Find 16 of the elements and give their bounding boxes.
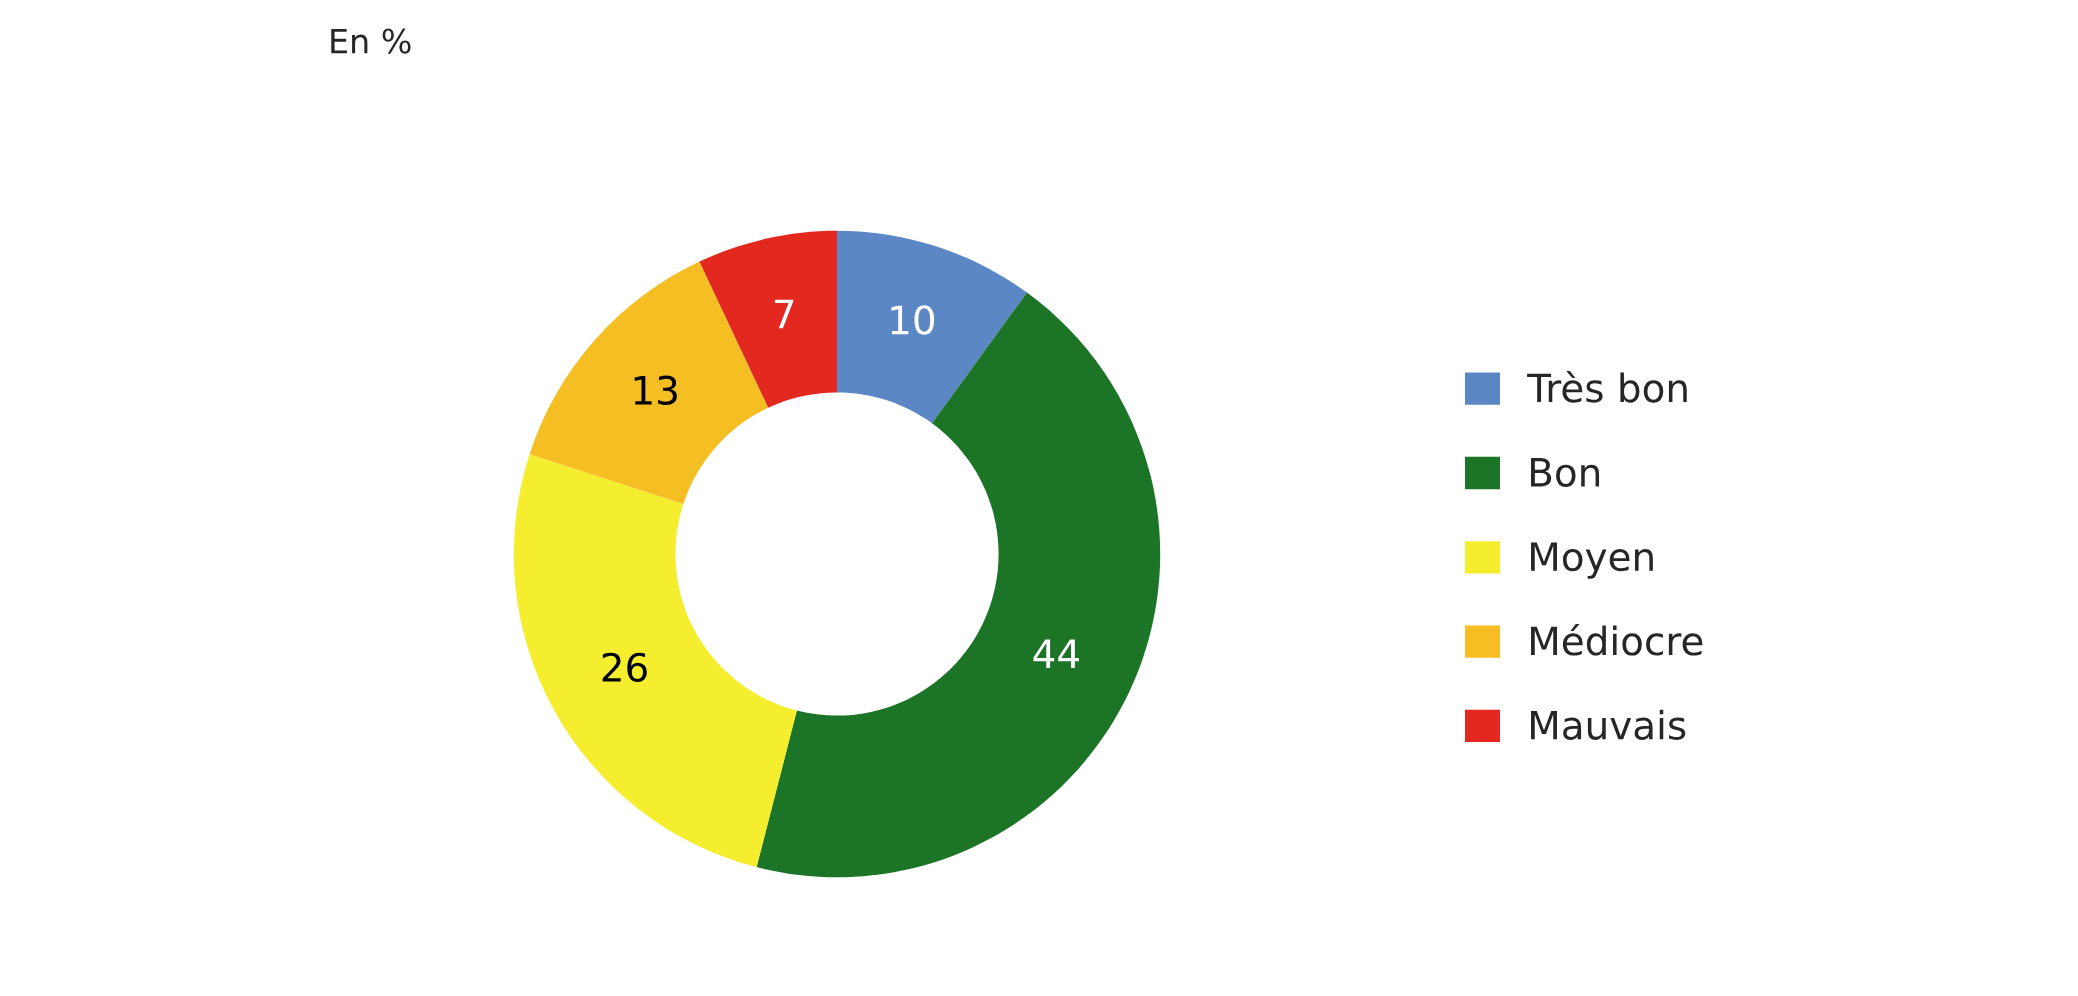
- legend-label: Bon: [1531, 458, 1600, 487]
- chart-title: En %: [331, 28, 411, 54]
- donut-slice: [529, 261, 769, 505]
- donut-slice: [837, 230, 1027, 424]
- data-label: 10: [891, 305, 935, 335]
- legend-label: Très bon: [1527, 371, 1687, 403]
- donut-slice: [756, 292, 1161, 878]
- data-label: 44: [1033, 639, 1079, 668]
- data-label: 26: [602, 652, 647, 683]
- donut-slice: [513, 454, 797, 868]
- data-label: 13: [634, 375, 677, 405]
- legend-label: Médiocre: [1531, 623, 1703, 656]
- legend-label: Moyen: [1531, 542, 1653, 579]
- data-label: 7: [774, 299, 794, 329]
- legend-label: Mauvais: [1531, 709, 1686, 740]
- donut-slice: [699, 230, 837, 408]
